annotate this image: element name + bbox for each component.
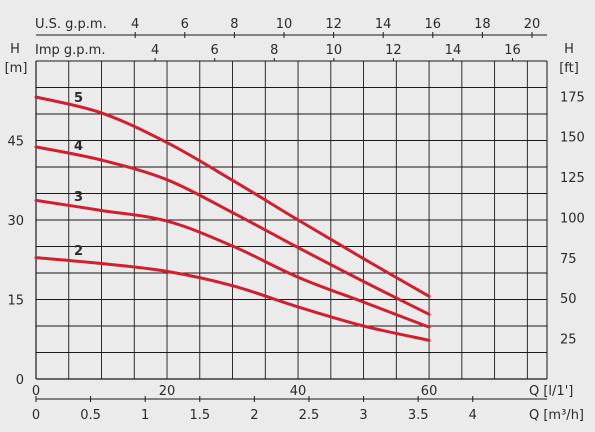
y-right-tick-label: 75 bbox=[560, 252, 577, 267]
curve-2 bbox=[34, 256, 431, 342]
x-m3h-tick-label: 2 bbox=[250, 408, 258, 423]
x-m3h-tick-label: 1.5 bbox=[189, 408, 210, 423]
us-gpm-axis-label: U.S. g.p.m. bbox=[35, 17, 107, 32]
us-gpm-tick-label: 16 bbox=[425, 17, 442, 32]
imp-gpm-tick-label: 14 bbox=[445, 43, 462, 58]
y-right-tick-label: 175 bbox=[560, 90, 585, 105]
us-gpm-tick-label: 10 bbox=[276, 17, 293, 32]
x-lmin-tick-label: 60 bbox=[421, 384, 438, 399]
y-right-tick-label: 150 bbox=[560, 131, 585, 146]
us-gpm-tick-label: 20 bbox=[524, 17, 541, 32]
y-right-tick-label: 125 bbox=[560, 171, 585, 186]
us-gpm-tick-label: 6 bbox=[181, 17, 189, 32]
grid bbox=[35, 32, 548, 402]
y-right-tick-label: 100 bbox=[560, 211, 585, 226]
x-m3h-tick-label: 0.5 bbox=[80, 408, 101, 423]
y-right-unit-top: H bbox=[564, 42, 574, 57]
imp-gpm-tick-label: 16 bbox=[504, 43, 521, 58]
imp-gpm-tick-label: 8 bbox=[270, 43, 278, 58]
curve-label-3: 3 bbox=[74, 190, 83, 205]
x-lmin-tick-label: 0 bbox=[32, 384, 40, 399]
y-left-tick-label: 45 bbox=[7, 135, 24, 150]
imp-gpm-tick-label: 12 bbox=[385, 43, 402, 58]
curves bbox=[34, 95, 431, 342]
y-left-unit-top: H bbox=[10, 42, 20, 57]
imp-gpm-tick-label: 10 bbox=[326, 43, 343, 58]
y-left-unit-bottom: [m] bbox=[5, 61, 28, 76]
x-lmin-tick-label: 40 bbox=[290, 384, 307, 399]
y-left-tick-label: 15 bbox=[7, 294, 24, 309]
x-m3h-tick-label: 0 bbox=[32, 408, 40, 423]
us-gpm-tick-label: 8 bbox=[230, 17, 238, 32]
curve-5 bbox=[34, 95, 431, 298]
us-gpm-tick-label: 4 bbox=[131, 17, 139, 32]
x-m3h-tick-label: 3 bbox=[359, 408, 367, 423]
y-left-tick-label: 0 bbox=[16, 373, 24, 388]
y-right-tick-label: 50 bbox=[560, 292, 577, 307]
us-gpm-tick-label: 18 bbox=[474, 17, 491, 32]
y-right-tick-label: 25 bbox=[560, 333, 577, 348]
curve-label-5: 5 bbox=[74, 91, 83, 106]
x-m3h-tick-label: 4 bbox=[469, 408, 477, 423]
x-lmin-tick-label: 20 bbox=[159, 384, 176, 399]
x-m3h-tick-label: 2.5 bbox=[299, 408, 320, 423]
x-m3h-axis-label: Q [m³/h] bbox=[529, 408, 584, 423]
y-left-tick-label: 30 bbox=[7, 214, 24, 229]
curve-label-2: 2 bbox=[74, 244, 83, 259]
us-gpm-tick-label: 14 bbox=[375, 17, 392, 32]
imp-gpm-tick-label: 4 bbox=[151, 43, 159, 58]
x-lmin-axis-label: Q [l/1'] bbox=[529, 384, 573, 399]
imp-gpm-axis-label: Imp g.p.m. bbox=[35, 43, 105, 58]
curve-3 bbox=[34, 198, 431, 329]
x-m3h-tick-label: 1 bbox=[141, 408, 149, 423]
imp-gpm-tick-label: 6 bbox=[211, 43, 219, 58]
curve-label-4: 4 bbox=[74, 139, 83, 154]
curve-4 bbox=[34, 145, 431, 316]
y-right-unit-bottom: [ft] bbox=[559, 61, 579, 76]
us-gpm-tick-label: 12 bbox=[325, 17, 342, 32]
x-m3h-tick-label: 3.5 bbox=[408, 408, 429, 423]
